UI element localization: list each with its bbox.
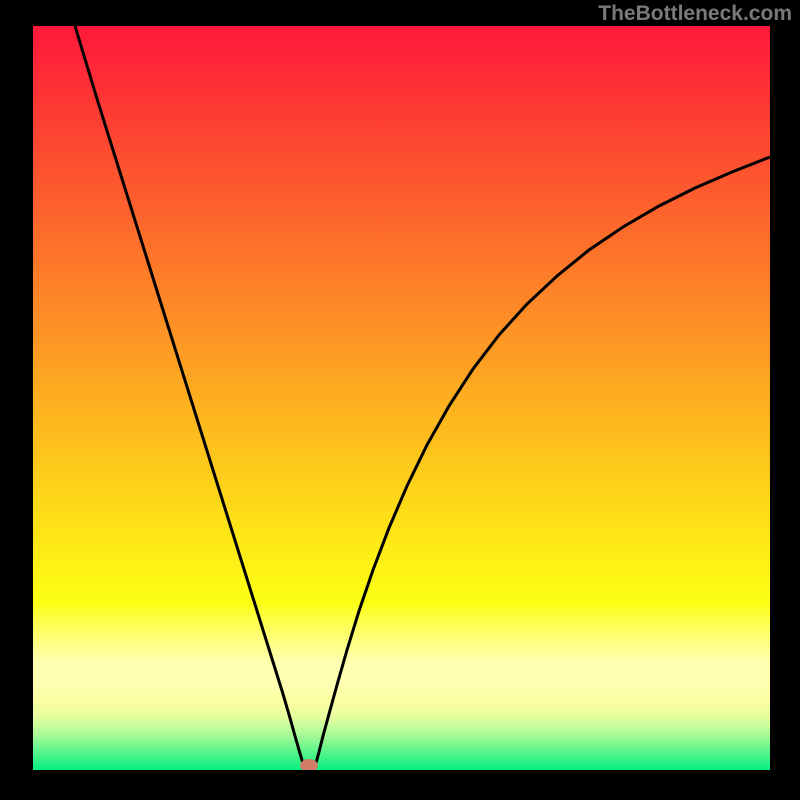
curve-left-branch xyxy=(75,26,305,769)
curve-layer xyxy=(33,26,770,770)
plot-area xyxy=(33,26,770,770)
chart-container: TheBottleneck.com xyxy=(0,0,800,800)
curve-right-branch xyxy=(314,157,770,769)
watermark-text: TheBottleneck.com xyxy=(598,2,792,26)
minimum-marker xyxy=(300,759,318,771)
